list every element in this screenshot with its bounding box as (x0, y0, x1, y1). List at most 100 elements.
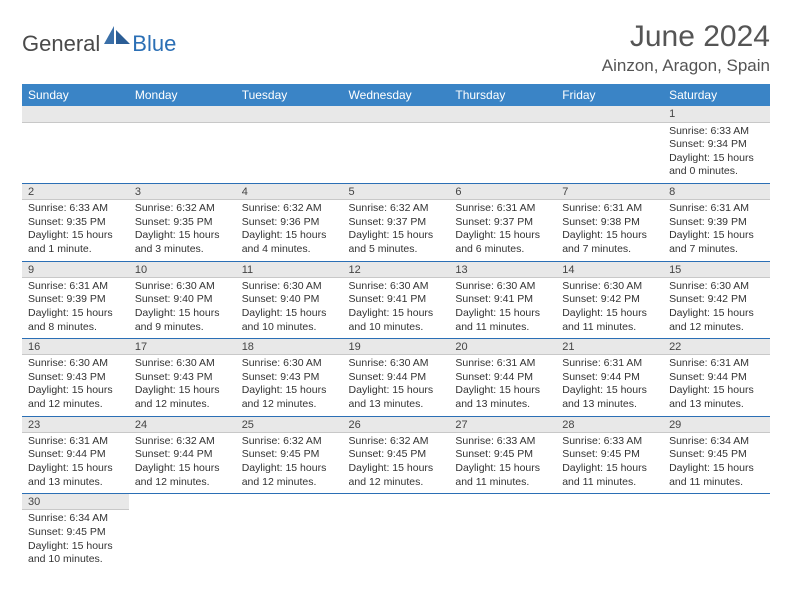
day-content-cell (556, 122, 663, 184)
day-number-row: 1 (22, 106, 770, 122)
daylight-line: and 13 minutes. (455, 398, 550, 412)
daylight-line: and 4 minutes. (242, 243, 337, 257)
daylight-line: Daylight: 15 hours (28, 307, 123, 321)
day-number-cell: 25 (236, 416, 343, 432)
day-content-cell (343, 122, 450, 184)
logo-text-blue: Blue (132, 31, 176, 57)
day-number-cell: 20 (449, 339, 556, 355)
daylight-line: Daylight: 15 hours (455, 462, 550, 476)
day-content-row: Sunrise: 6:34 AMSunset: 9:45 PMDaylight:… (22, 510, 770, 571)
day-number-cell: 18 (236, 339, 343, 355)
daylight-line: and 13 minutes. (28, 476, 123, 490)
daylight-line: and 12 minutes. (242, 398, 337, 412)
day-content-cell: Sunrise: 6:33 AMSunset: 9:35 PMDaylight:… (22, 200, 129, 262)
daylight-line: Daylight: 15 hours (28, 540, 123, 554)
day-number-cell (343, 494, 450, 510)
day-number-cell (129, 106, 236, 122)
weekday-header-row: Sunday Monday Tuesday Wednesday Thursday… (22, 84, 770, 106)
sunrise-line: Sunrise: 6:32 AM (135, 435, 230, 449)
sunset-line: Sunset: 9:39 PM (669, 216, 764, 230)
sunset-line: Sunset: 9:45 PM (28, 526, 123, 540)
day-number-cell (556, 494, 663, 510)
day-content-cell: Sunrise: 6:31 AMSunset: 9:39 PMDaylight:… (663, 200, 770, 262)
daylight-line: Daylight: 15 hours (135, 384, 230, 398)
day-content-cell (22, 122, 129, 184)
day-number-cell: 21 (556, 339, 663, 355)
sunrise-line: Sunrise: 6:30 AM (562, 280, 657, 294)
day-content-cell: Sunrise: 6:30 AMSunset: 9:44 PMDaylight:… (343, 355, 450, 417)
sunset-line: Sunset: 9:42 PM (669, 293, 764, 307)
sunrise-line: Sunrise: 6:32 AM (242, 202, 337, 216)
daylight-line: Daylight: 15 hours (349, 384, 444, 398)
day-content-cell (236, 122, 343, 184)
day-number-cell (449, 106, 556, 122)
sunrise-line: Sunrise: 6:31 AM (562, 202, 657, 216)
day-content-row: Sunrise: 6:33 AMSunset: 9:34 PMDaylight:… (22, 122, 770, 184)
sunset-line: Sunset: 9:44 PM (135, 448, 230, 462)
day-content-cell: Sunrise: 6:33 AMSunset: 9:45 PMDaylight:… (556, 432, 663, 494)
day-number-cell: 3 (129, 184, 236, 200)
daylight-line: Daylight: 15 hours (562, 462, 657, 476)
weekday-header: Wednesday (343, 84, 450, 106)
sunset-line: Sunset: 9:43 PM (135, 371, 230, 385)
sunrise-line: Sunrise: 6:30 AM (242, 280, 337, 294)
day-content-cell: Sunrise: 6:33 AMSunset: 9:34 PMDaylight:… (663, 122, 770, 184)
day-number-cell: 30 (22, 494, 129, 510)
sunrise-line: Sunrise: 6:32 AM (135, 202, 230, 216)
daylight-line: and 12 minutes. (135, 398, 230, 412)
sunset-line: Sunset: 9:35 PM (28, 216, 123, 230)
sunrise-line: Sunrise: 6:32 AM (349, 202, 444, 216)
title-block: June 2024 Ainzon, Aragon, Spain (602, 20, 770, 76)
logo-text-dark: General (22, 31, 100, 57)
calendar-page: General Blue June 2024 Ainzon, Aragon, S… (0, 0, 792, 591)
sunrise-line: Sunrise: 6:34 AM (669, 435, 764, 449)
sunrise-line: Sunrise: 6:31 AM (455, 202, 550, 216)
daylight-line: and 12 minutes. (28, 398, 123, 412)
sunrise-line: Sunrise: 6:31 AM (28, 435, 123, 449)
daylight-line: Daylight: 15 hours (455, 229, 550, 243)
daylight-line: and 11 minutes. (669, 476, 764, 490)
sunrise-line: Sunrise: 6:30 AM (349, 280, 444, 294)
day-content-cell (449, 510, 556, 571)
month-title: June 2024 (602, 20, 770, 54)
sunrise-line: Sunrise: 6:30 AM (349, 357, 444, 371)
daylight-line: Daylight: 15 hours (349, 229, 444, 243)
day-content-cell: Sunrise: 6:32 AMSunset: 9:35 PMDaylight:… (129, 200, 236, 262)
weekday-header: Tuesday (236, 84, 343, 106)
daylight-line: and 10 minutes. (349, 321, 444, 335)
sunset-line: Sunset: 9:34 PM (669, 138, 764, 152)
sunset-line: Sunset: 9:44 PM (28, 448, 123, 462)
daylight-line: Daylight: 15 hours (455, 384, 550, 398)
sunset-line: Sunset: 9:45 PM (455, 448, 550, 462)
day-content-cell: Sunrise: 6:31 AMSunset: 9:44 PMDaylight:… (663, 355, 770, 417)
day-content-cell: Sunrise: 6:31 AMSunset: 9:39 PMDaylight:… (22, 277, 129, 339)
page-header: General Blue June 2024 Ainzon, Aragon, S… (22, 20, 770, 76)
day-content-cell: Sunrise: 6:32 AMSunset: 9:44 PMDaylight:… (129, 432, 236, 494)
daylight-line: Daylight: 15 hours (669, 307, 764, 321)
day-number-cell: 9 (22, 261, 129, 277)
daylight-line: and 10 minutes. (242, 321, 337, 335)
sunset-line: Sunset: 9:38 PM (562, 216, 657, 230)
daylight-line: and 11 minutes. (562, 476, 657, 490)
day-number-cell: 12 (343, 261, 450, 277)
sunrise-line: Sunrise: 6:30 AM (28, 357, 123, 371)
weekday-header: Thursday (449, 84, 556, 106)
day-content-row: Sunrise: 6:33 AMSunset: 9:35 PMDaylight:… (22, 200, 770, 262)
day-content-cell (556, 510, 663, 571)
daylight-line: Daylight: 15 hours (242, 384, 337, 398)
sunset-line: Sunset: 9:39 PM (28, 293, 123, 307)
daylight-line: Daylight: 15 hours (669, 384, 764, 398)
daylight-line: and 11 minutes. (455, 321, 550, 335)
sunrise-line: Sunrise: 6:33 AM (669, 125, 764, 139)
daylight-line: and 12 minutes. (242, 476, 337, 490)
daylight-line: Daylight: 15 hours (28, 384, 123, 398)
daylight-line: Daylight: 15 hours (349, 307, 444, 321)
day-number-cell: 11 (236, 261, 343, 277)
daylight-line: and 8 minutes. (28, 321, 123, 335)
sunrise-line: Sunrise: 6:30 AM (135, 280, 230, 294)
day-number-cell (343, 106, 450, 122)
daylight-line: Daylight: 15 hours (562, 229, 657, 243)
day-number-row: 23242526272829 (22, 416, 770, 432)
daylight-line: Daylight: 15 hours (669, 462, 764, 476)
day-content-row: Sunrise: 6:31 AMSunset: 9:39 PMDaylight:… (22, 277, 770, 339)
